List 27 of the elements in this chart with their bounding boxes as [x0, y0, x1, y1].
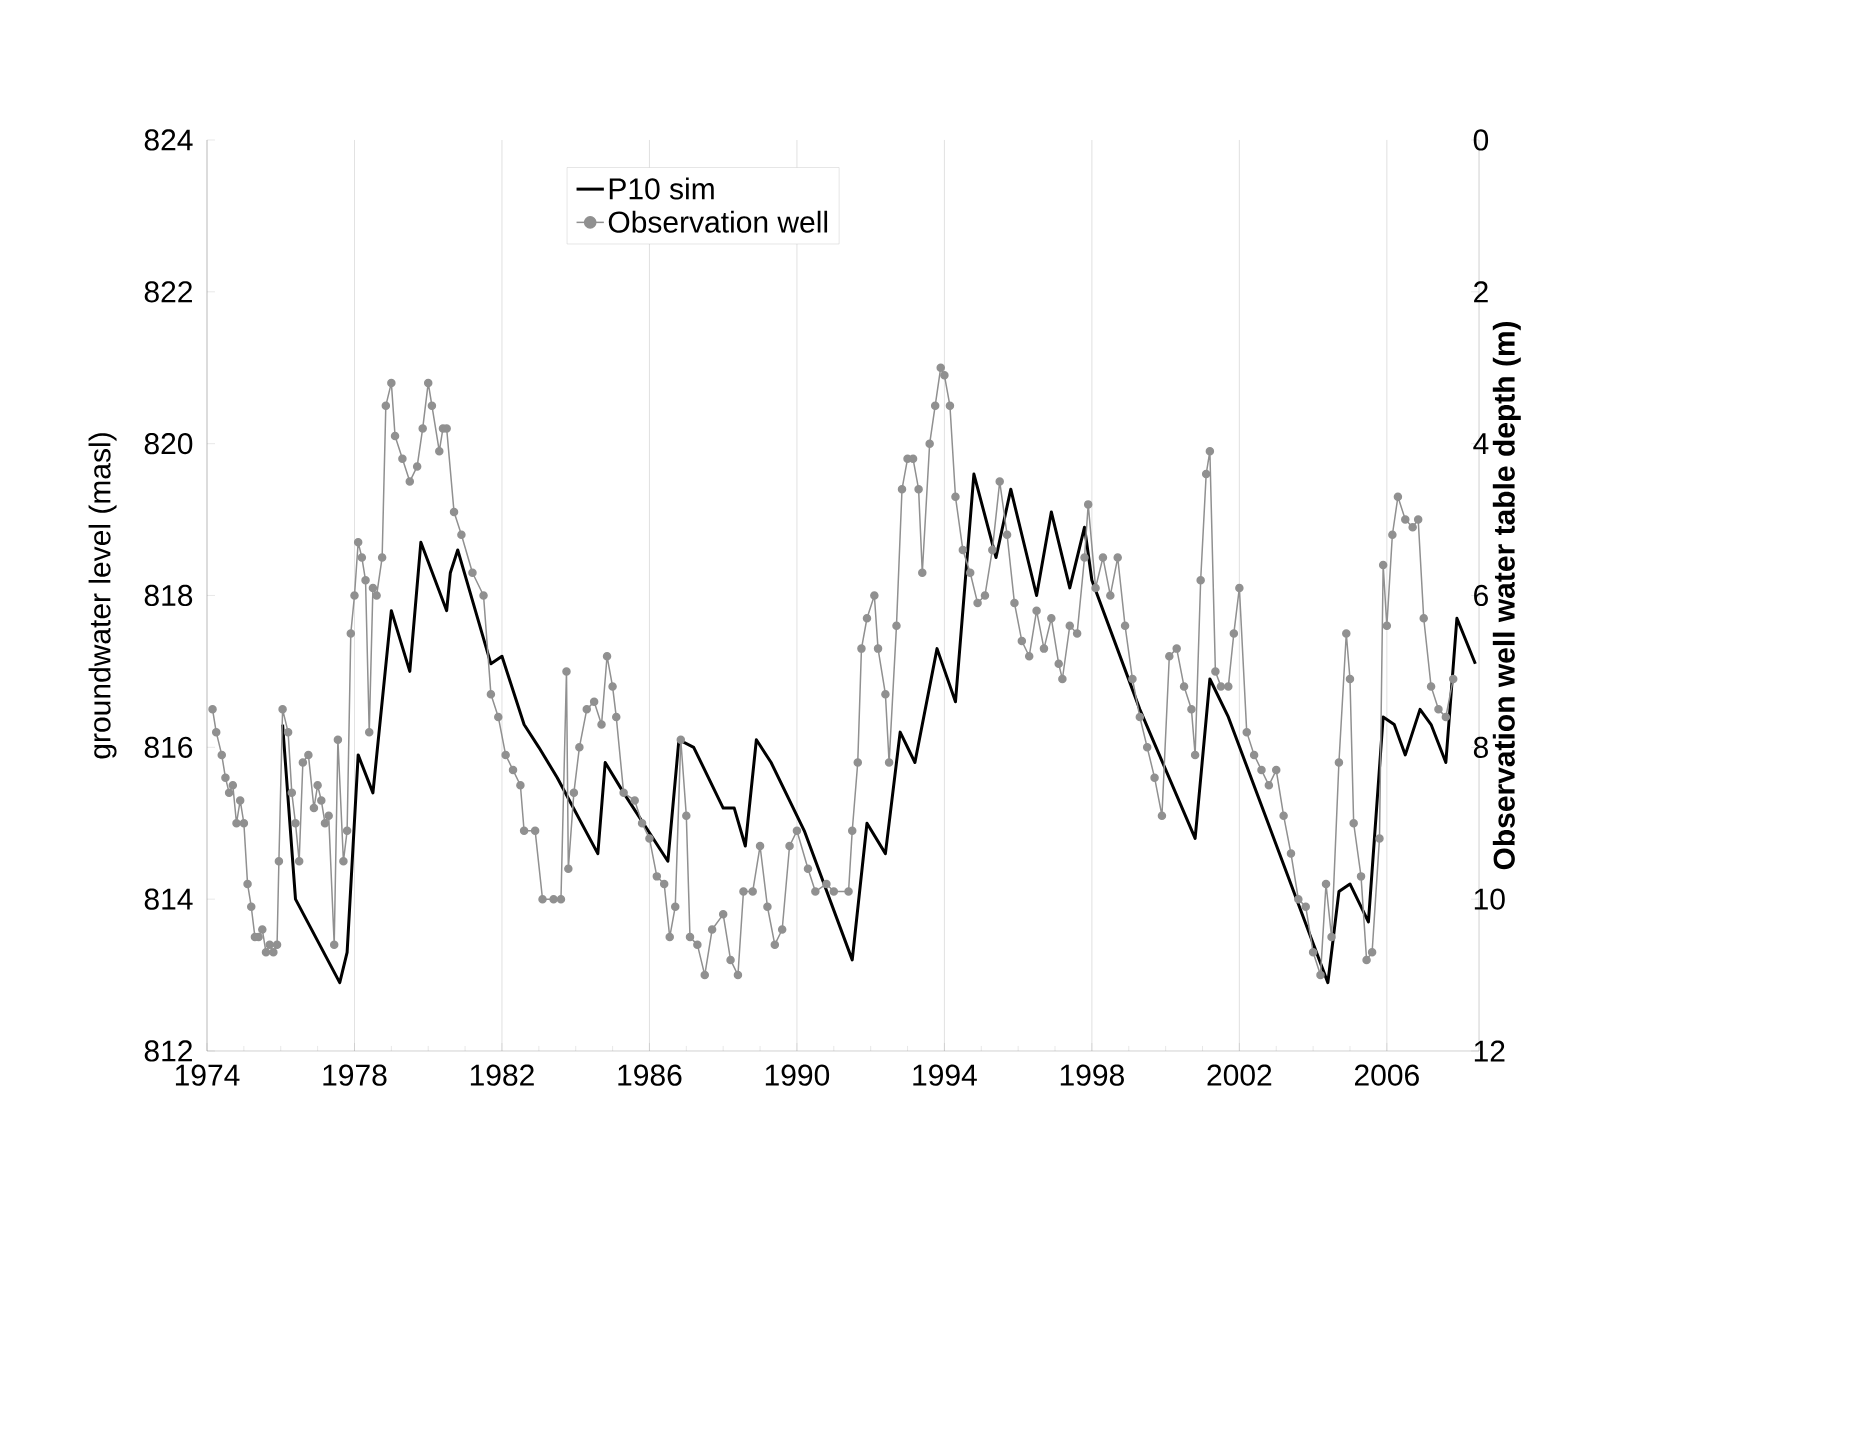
- y2-tick-label: 2: [1474, 281, 1488, 303]
- x-tick-label: 1978: [323, 1064, 387, 1086]
- x-tick-label: 1986: [618, 1064, 682, 1086]
- x-tick-label: 1998: [1060, 1064, 1124, 1086]
- y2-tick-label: 4: [1473, 433, 1489, 454]
- y2-tick-label: 6: [1474, 584, 1488, 607]
- y-axis-title: groundwater level (masl): [88, 433, 117, 759]
- y-tick-label: 822: [144, 281, 192, 303]
- y-tick-label: 812: [144, 1040, 192, 1062]
- y2-tick-label: 8: [1473, 736, 1488, 758]
- x-tick-label: 1974: [175, 1064, 240, 1086]
- y2-tick-label: 0: [1473, 129, 1489, 151]
- y-tick-label: 814: [144, 888, 193, 910]
- legend-label: P10 sim: [609, 177, 714, 200]
- x-tick-label: 1990: [765, 1064, 830, 1086]
- x-tick-label: 1982: [470, 1064, 534, 1086]
- x-tick-label: 1994: [913, 1064, 977, 1086]
- y-tick-label: 816: [144, 736, 193, 758]
- y-tick-label: 818: [144, 584, 193, 607]
- legend-label: Observation well: [608, 210, 828, 233]
- y-tick-label: 824: [144, 129, 193, 151]
- y2-axis-title: Observation well water table depth (m): [1492, 321, 1521, 870]
- x-tick-label: 2002: [1207, 1064, 1272, 1086]
- y-tick-label: 820: [144, 433, 193, 455]
- y2-tick-label: 12: [1474, 1040, 1505, 1062]
- x-tick-label: 2006: [1354, 1064, 1419, 1086]
- y2-tick-label: 10: [1474, 888, 1505, 910]
